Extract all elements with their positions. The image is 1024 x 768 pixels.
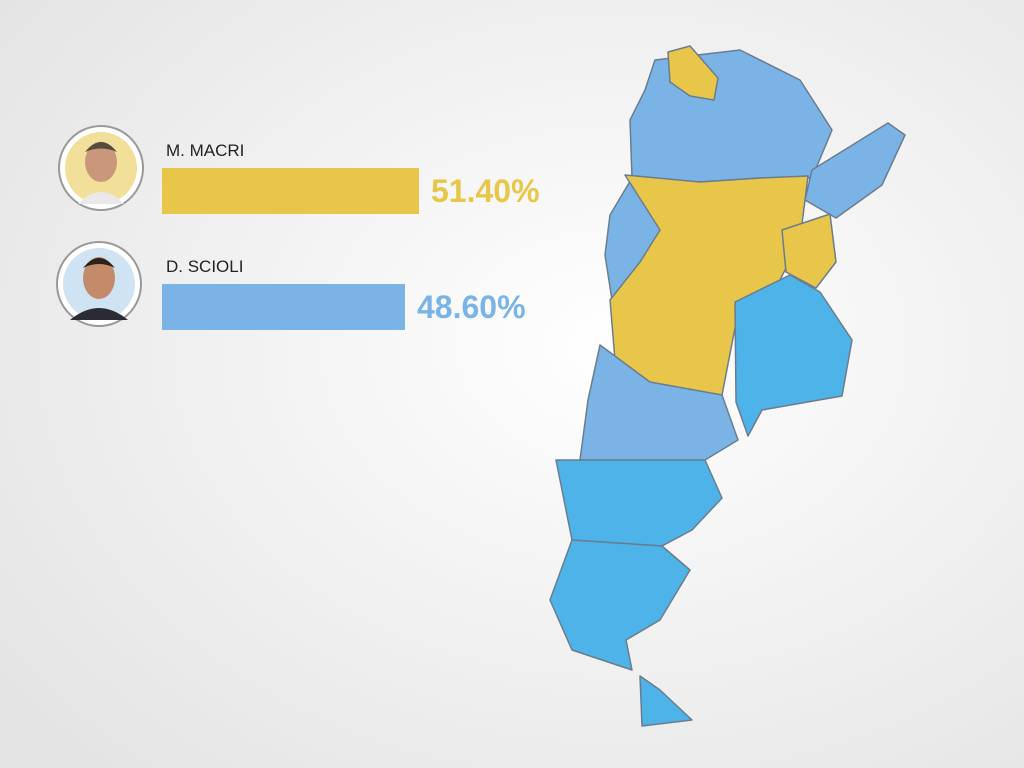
- bar: [162, 168, 419, 214]
- value-label: 48.60%: [417, 289, 526, 325]
- value-label: 51.40%: [431, 173, 540, 209]
- candidate-name: M. MACRI: [166, 141, 244, 160]
- candidate-name: D. SCIOLI: [166, 257, 243, 276]
- portrait: [56, 241, 142, 327]
- map: [549, 45, 906, 727]
- portrait: [58, 125, 144, 211]
- bar: [162, 284, 405, 330]
